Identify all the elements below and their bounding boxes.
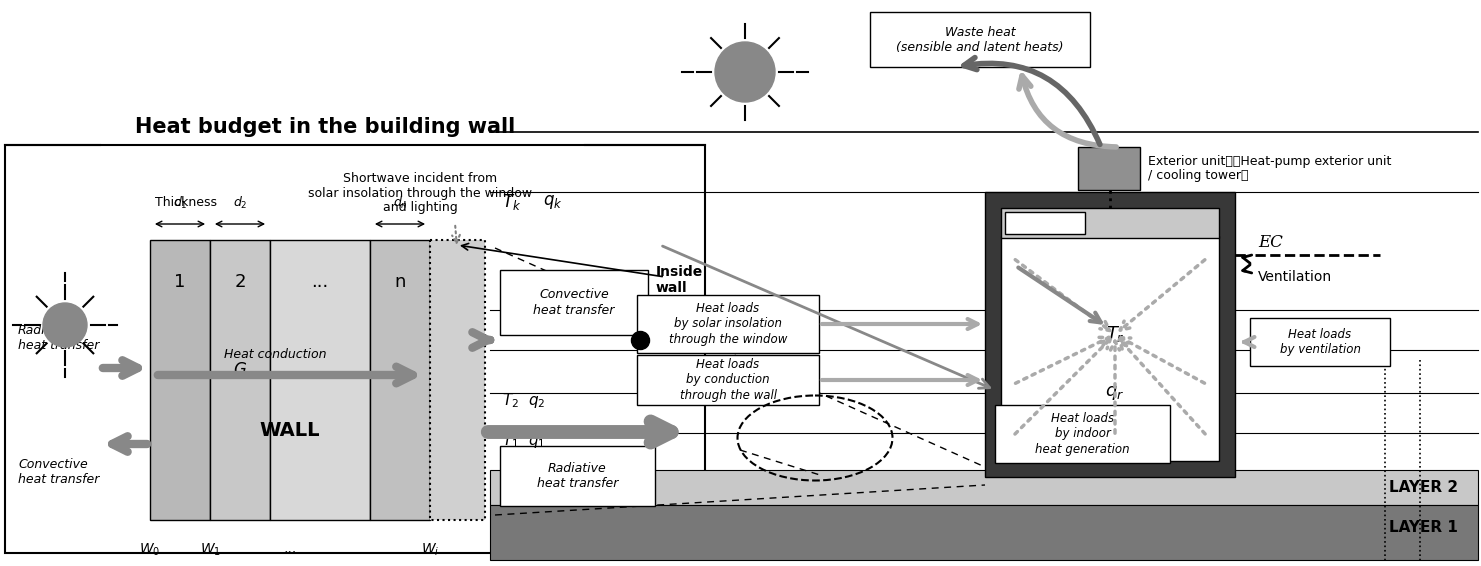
Bar bbox=[995, 405, 1170, 463]
Bar bbox=[985, 192, 1235, 477]
Text: $q_k$: $q_k$ bbox=[544, 193, 563, 211]
Text: $T_r$: $T_r$ bbox=[658, 330, 675, 350]
Bar bbox=[1250, 318, 1391, 366]
Text: Shortwave incident from
solar insolation through the window
and lighting: Shortwave incident from solar insolation… bbox=[308, 171, 532, 215]
Text: LAYER 1: LAYER 1 bbox=[1389, 521, 1457, 535]
Circle shape bbox=[43, 303, 87, 347]
Circle shape bbox=[715, 42, 775, 102]
Bar bbox=[270, 240, 370, 520]
Text: Heat loads
by conduction
through the wall: Heat loads by conduction through the wal… bbox=[680, 358, 776, 401]
Text: $d_2$: $d_2$ bbox=[233, 195, 247, 211]
Text: Waste heat
(sensible and latent heats): Waste heat (sensible and latent heats) bbox=[896, 25, 1063, 54]
Bar bbox=[501, 446, 655, 506]
Text: $R_n$: $R_n$ bbox=[638, 300, 658, 320]
Bar bbox=[869, 12, 1090, 67]
Text: $W_1$: $W_1$ bbox=[200, 542, 221, 559]
Text: Heat loads
by indoor
heat generation: Heat loads by indoor heat generation bbox=[1035, 413, 1130, 456]
Text: 1: 1 bbox=[175, 273, 185, 291]
Text: LAYER 2: LAYER 2 bbox=[1389, 479, 1457, 495]
Text: $T_1$  $q_1$: $T_1$ $q_1$ bbox=[502, 431, 545, 449]
Bar bbox=[370, 240, 429, 520]
Text: $T_k$: $T_k$ bbox=[502, 192, 521, 212]
Text: $G$: $G$ bbox=[233, 362, 247, 379]
Bar bbox=[1006, 212, 1086, 234]
Text: Convective
heat transfer: Convective heat transfer bbox=[18, 458, 99, 486]
Text: Radiative
heat transfer: Radiative heat transfer bbox=[18, 324, 99, 352]
Bar bbox=[210, 240, 270, 520]
Text: Exterior unit　（Heat-pump exterior unit
/ cooling tower）: Exterior unit （Heat-pump exterior unit /… bbox=[1148, 155, 1391, 182]
Text: Convective
heat transfer: Convective heat transfer bbox=[533, 289, 615, 316]
Bar bbox=[490, 505, 1478, 560]
Text: Heat budget in the building wall: Heat budget in the building wall bbox=[135, 117, 515, 137]
Text: $d_1$: $d_1$ bbox=[173, 195, 187, 211]
Text: Radiative
heat transfer: Radiative heat transfer bbox=[536, 462, 618, 490]
Text: $W_0$: $W_0$ bbox=[139, 542, 160, 559]
Text: ...: ... bbox=[311, 273, 329, 291]
Text: WALL: WALL bbox=[259, 421, 320, 440]
Text: n: n bbox=[394, 273, 406, 291]
Text: $d_n$: $d_n$ bbox=[392, 195, 407, 211]
Text: $T_{set}$  $q_{set}$: $T_{set}$ $q_{set}$ bbox=[1022, 216, 1069, 230]
Text: $T_2$  $q_2$: $T_2$ $q_2$ bbox=[502, 391, 545, 409]
Text: EC: EC bbox=[1257, 234, 1283, 251]
Bar bbox=[4, 145, 705, 553]
Text: $T_r$: $T_r$ bbox=[1106, 324, 1124, 345]
Bar bbox=[501, 270, 649, 335]
Text: ...: ... bbox=[283, 542, 296, 556]
Bar bbox=[637, 295, 819, 353]
Text: $q_r$: $q_r$ bbox=[1105, 384, 1124, 401]
Text: Heat loads
by solar insolation
through the window: Heat loads by solar insolation through t… bbox=[669, 302, 788, 345]
Bar bbox=[490, 470, 1478, 505]
Text: $W_i$: $W_i$ bbox=[421, 542, 440, 559]
Text: Heat loads
by ventilation: Heat loads by ventilation bbox=[1280, 328, 1361, 356]
Bar bbox=[637, 355, 819, 405]
Text: Heat conduction: Heat conduction bbox=[224, 349, 326, 362]
Text: Air
conditioning: Air conditioning bbox=[1081, 209, 1163, 237]
Bar bbox=[150, 240, 210, 520]
Text: Inside
wall: Inside wall bbox=[656, 265, 703, 295]
Bar bbox=[1078, 147, 1140, 190]
Text: Thickness: Thickness bbox=[156, 195, 218, 208]
Text: 2: 2 bbox=[234, 273, 246, 291]
Bar bbox=[1001, 236, 1219, 461]
Text: Ventilation: Ventilation bbox=[1257, 270, 1331, 284]
Bar bbox=[1001, 208, 1219, 238]
Bar bbox=[429, 240, 484, 520]
